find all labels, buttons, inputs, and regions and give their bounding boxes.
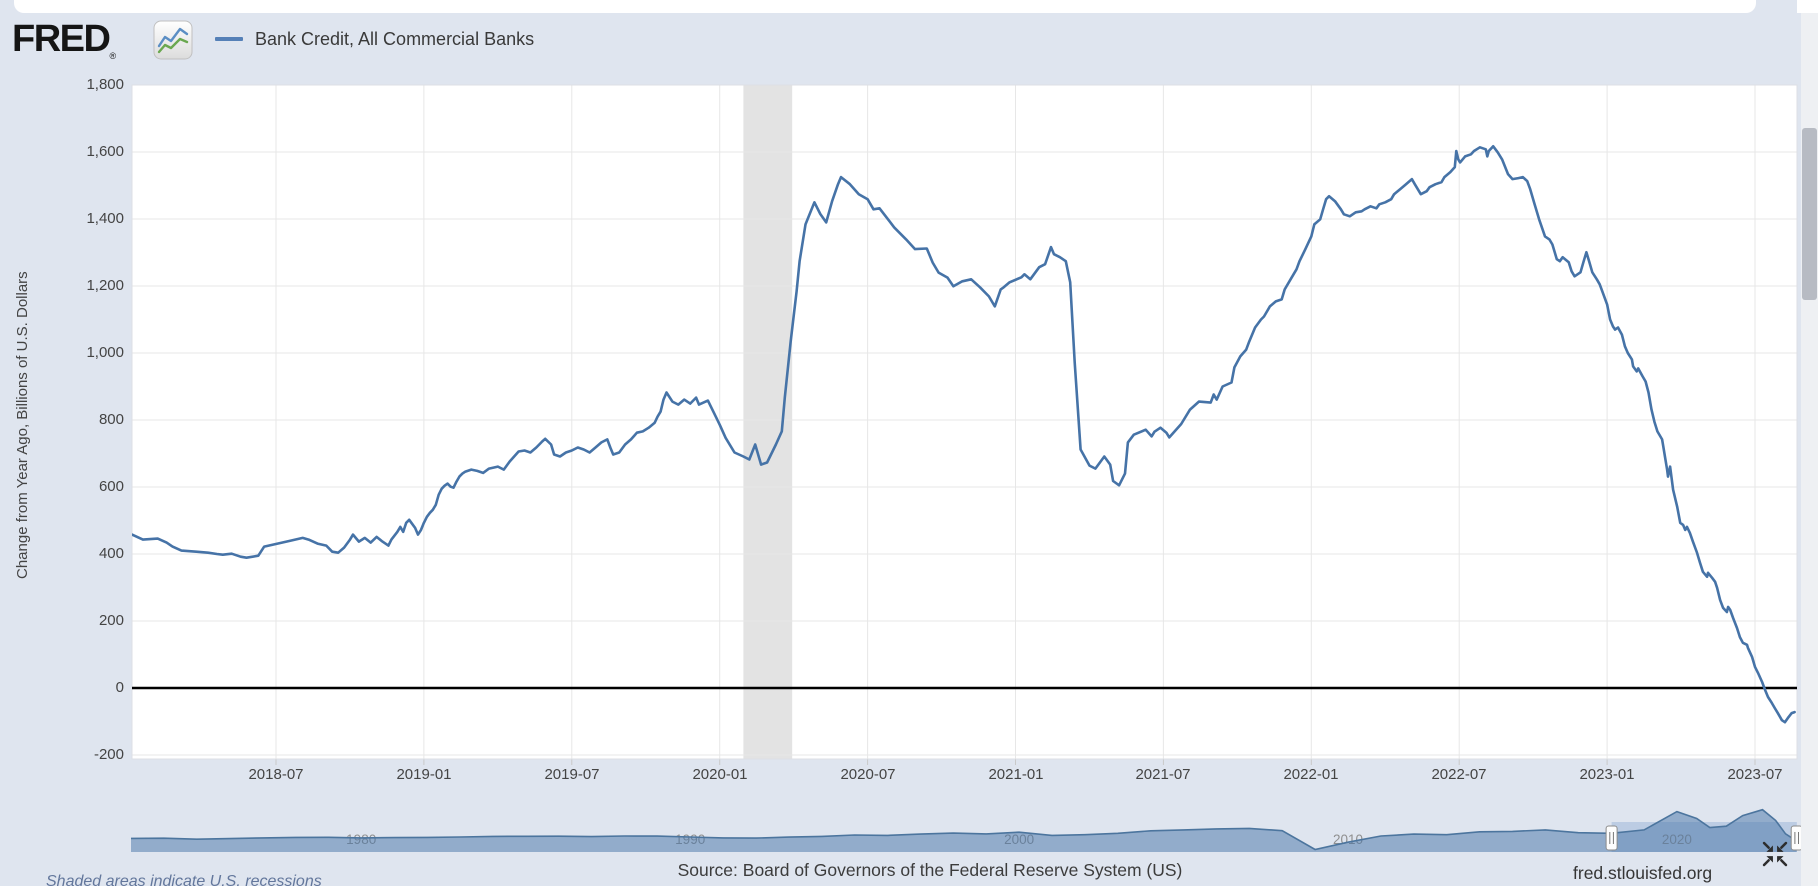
x-tick-label: 2020-07 [840,766,896,783]
x-tick-label: 2021-07 [1135,766,1191,783]
y-tick-label: 800 [98,411,124,428]
registered-mark-icon: ® [109,51,117,61]
y-tick-label: 1,800 [86,76,124,93]
recession-note-link[interactable]: Shaded areas indicate U.S. recessions [46,873,322,886]
fullscreen-toggle-icon[interactable] [1760,839,1790,869]
minimap-handle-right[interactable] [1790,825,1803,851]
y-tick-label: 0 [115,679,124,696]
y-tick-label: 1,200 [86,277,124,294]
x-tick-label: 2022-01 [1283,766,1339,783]
x-tick-label: 2021-01 [988,766,1044,783]
x-tick-label: 2023-07 [1727,766,1783,783]
legend-line-swatch [215,37,243,41]
scrollbar-track[interactable] [1801,13,1818,886]
fred-logo[interactable]: FRED® [12,18,117,61]
x-tick-label: 2022-07 [1431,766,1487,783]
y-tick-label: 400 [98,545,124,562]
x-tick-label: 2023-01 [1579,766,1635,783]
y-tick-label: 200 [98,612,124,629]
y-tick-label: -200 [93,746,124,763]
x-tick-label: 2019-07 [544,766,600,783]
fred-chart-icon[interactable] [153,20,193,60]
minimap-handle-left[interactable] [1605,825,1618,851]
y-tick-label: 1,600 [86,143,124,160]
minimap-line [130,808,1798,851]
top-strip-right [1797,0,1818,13]
source-link[interactable]: Source: Board of Governors of the Federa… [677,860,1183,880]
y-tick-label: 1,000 [86,344,124,361]
recession-band [743,85,793,759]
plot-area[interactable] [132,85,1797,759]
legend-series-label: Bank Credit, All Commercial Banks [255,28,535,49]
x-tick-label: 2018-07 [248,766,304,783]
y-axis-title: Change from Year Ago, Billions of U.S. D… [14,271,31,579]
series-line[interactable] [132,145,1796,724]
fred-site-link[interactable]: fred.stlouisfed.org [1573,863,1713,883]
header: FRED® Bank Credit, All Commercial Banks [0,14,1797,72]
legend: Bank Credit, All Commercial Banks [215,26,534,52]
y-tick-label: 600 [98,478,124,495]
top-strip [14,0,1756,13]
y-tick-label: 1,400 [86,210,124,227]
plot-border [131,84,1798,760]
scrollbar-thumb[interactable] [1802,128,1817,300]
x-tick-label: 2019-01 [396,766,452,783]
x-tick-label: 2020-01 [692,766,748,783]
minimap-area[interactable] [131,809,1797,852]
